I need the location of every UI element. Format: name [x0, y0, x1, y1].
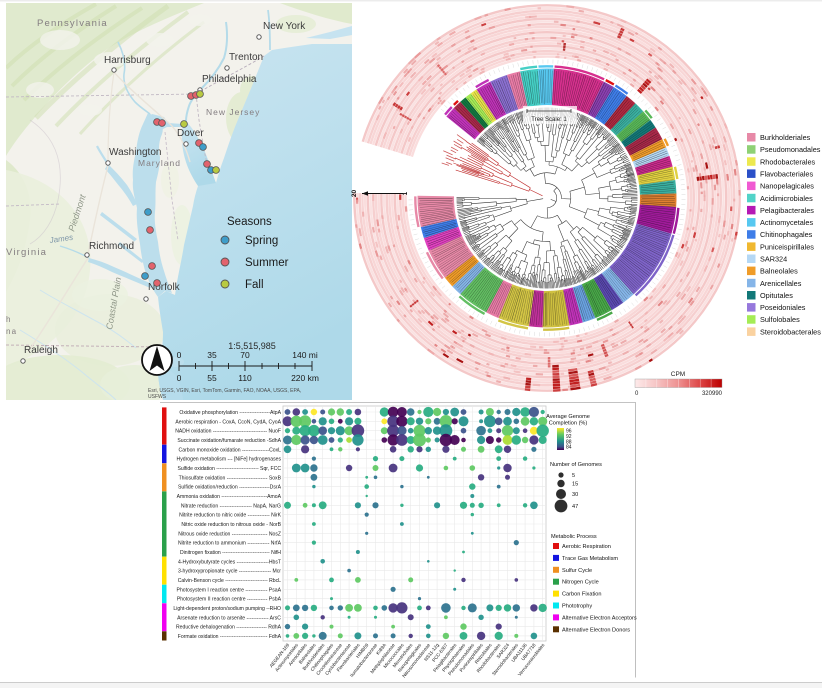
svg-text:70: 70 — [240, 350, 250, 360]
svg-text:NADH oxidation ---------------: NADH oxidation -------------------------… — [175, 429, 281, 435]
svg-text:Sulfur Cycle: Sulfur Cycle — [562, 568, 592, 574]
svg-text:CPM: CPM — [671, 371, 685, 378]
svg-text:Succinate oxidation/fumarate r: Succinate oxidation/fumarate reduction -… — [177, 438, 281, 444]
svg-text:Reductive dehalogenation -----: Reductive dehalogenation ---------------… — [176, 625, 282, 631]
svg-text:Dover: Dover — [177, 128, 204, 139]
svg-text:1:5,515,985: 1:5,515,985 — [228, 341, 276, 351]
svg-text:Philadelphia: Philadelphia — [202, 74, 257, 85]
svg-text:Sulfolobales: Sulfolobales — [760, 315, 800, 324]
svg-text:0: 0 — [177, 373, 182, 383]
svg-text:Aerobic respiration - CoxA, Cc: Aerobic respiration - CoxA, CcoN, CydA, … — [175, 419, 281, 425]
svg-text:Acidimicrobiales: Acidimicrobiales — [760, 194, 813, 203]
svg-text:Harrisburg: Harrisburg — [104, 55, 151, 66]
svg-text:USFWS: USFWS — [148, 394, 167, 400]
svg-text:Nitrite reduction to nitric ox: Nitrite reduction to nitric oxide ------… — [179, 513, 281, 519]
svg-text:Thiosulfate oxidation --------: Thiosulfate oxidation ------------------… — [179, 475, 282, 481]
svg-text:Trace Gas Metabolism: Trace Gas Metabolism — [562, 556, 618, 562]
svg-text:30: 30 — [572, 492, 578, 498]
svg-text:Burkholderiales: Burkholderiales — [760, 133, 811, 142]
svg-text:1: 1 — [402, 191, 409, 195]
svg-text:140 mi: 140 mi — [292, 350, 318, 360]
svg-text:Nanopelagicales: Nanopelagicales — [760, 182, 814, 191]
svg-text:na: na — [6, 327, 17, 336]
svg-text:Trenton: Trenton — [229, 52, 263, 63]
svg-text:Raleigh: Raleigh — [24, 345, 58, 356]
svg-text:Metabolic Process: Metabolic Process — [551, 534, 597, 540]
svg-text:Maryland: Maryland — [138, 158, 181, 168]
svg-text:Summer: Summer — [245, 257, 289, 269]
svg-text:Carbon Fixation: Carbon Fixation — [562, 592, 602, 598]
svg-text:Nitrous oxide reduction ------: Nitrous oxide reduction ----------------… — [178, 531, 281, 537]
svg-text:Photosystem I reaction centre: Photosystem I reaction centre ----------… — [177, 587, 282, 593]
svg-text:Arenicellales: Arenicellales — [760, 279, 802, 288]
svg-text:Ammonia oxidation ------------: Ammonia oxidation ----------------------… — [177, 494, 282, 500]
svg-text:Alternative Electron Donors: Alternative Electron Donors — [562, 627, 630, 633]
svg-text:Oxidative phosphorylation ----: Oxidative phosphorylation --------------… — [179, 410, 281, 416]
svg-text:Dinitrogen fixation ----------: Dinitrogen fixation --------------------… — [180, 550, 281, 556]
svg-text:Hydrogen metabolism --- [NiFe]: Hydrogen metabolism --- [NiFe] hydrogena… — [177, 457, 282, 463]
svg-text:Carbon monoxide oxidation ----: Carbon monoxide oxidation --------------… — [179, 447, 282, 453]
svg-text:Sulfide oxidation/reduction --: Sulfide oxidation/reduction ------------… — [178, 485, 282, 491]
svg-text:Norfolk: Norfolk — [148, 282, 181, 293]
svg-text:Number of Genomes: Number of Genomes — [550, 462, 602, 468]
svg-text:Arsenate reduction to arsenite: Arsenate reduction to arsenite ---------… — [177, 615, 281, 621]
svg-text:320990: 320990 — [702, 391, 723, 397]
svg-text:New Jersey: New Jersey — [206, 107, 260, 117]
svg-text:4-Hydroxybutyrate cycles -----: 4-Hydroxybutyrate cycles ---------------… — [178, 559, 281, 565]
svg-text:Virginia: Virginia — [6, 247, 47, 258]
svg-text:47: 47 — [572, 504, 578, 510]
svg-text:Nitrate reduction ------------: Nitrate reduction ------------------- Na… — [181, 503, 281, 509]
svg-text:220 km: 220 km — [291, 373, 319, 383]
svg-text:3-hydroxypropionate cycle ----: 3-hydroxypropionate cycle --------------… — [178, 569, 281, 575]
svg-text:Balneolales: Balneolales — [760, 267, 798, 276]
svg-text:Opitutales: Opitutales — [760, 291, 793, 300]
svg-text:Flavobacteriales: Flavobacteriales — [760, 169, 813, 178]
svg-text:5: 5 — [572, 473, 575, 479]
svg-text:Phototrophy: Phototrophy — [562, 604, 592, 610]
svg-text:Puniceispirillales: Puniceispirillales — [760, 242, 814, 251]
svg-text:Nitric oxide reduction to nitr: Nitric oxide reduction to nitrous oxide … — [181, 522, 281, 528]
svg-text:Steroidobacterales: Steroidobacterales — [760, 327, 821, 336]
svg-text:Esri, USGS, VGIN, Esri, TomTom: Esri, USGS, VGIN, Esri, TomTom, Garmin, … — [148, 388, 301, 394]
svg-text:h: h — [6, 315, 12, 324]
svg-text:Alternative Electron Acceptors: Alternative Electron Acceptors — [562, 615, 637, 621]
svg-text:0: 0 — [177, 350, 182, 360]
svg-text:110: 110 — [238, 373, 252, 383]
svg-text:Seasons: Seasons — [227, 216, 272, 228]
svg-text:15: 15 — [572, 482, 578, 488]
svg-text:Poseidoniales: Poseidoniales — [760, 303, 806, 312]
svg-text:Richmond: Richmond — [89, 241, 134, 252]
svg-text:Nitrogen Cycle: Nitrogen Cycle — [562, 580, 599, 586]
svg-text:84: 84 — [566, 445, 572, 451]
svg-text:Tree Scale: 1: Tree Scale: 1 — [531, 117, 567, 123]
svg-text:Formate oxidation ------------: Formate oxidation ----------------------… — [178, 634, 282, 640]
svg-text:55: 55 — [207, 373, 217, 383]
svg-text:Photosystem II reaction centre: Photosystem II reaction centre ---------… — [177, 597, 282, 603]
svg-text:Average Genome: Average Genome — [546, 414, 590, 420]
svg-text:Aerobic Respiration: Aerobic Respiration — [562, 544, 611, 550]
svg-text:Rhodobacterales: Rhodobacterales — [760, 157, 816, 166]
svg-text:Spring: Spring — [245, 235, 278, 247]
svg-text:Fall: Fall — [245, 279, 264, 291]
svg-text:35: 35 — [207, 350, 217, 360]
svg-text:New York: New York — [263, 21, 306, 32]
svg-text:20: 20 — [351, 190, 358, 198]
svg-text:Pelagibacterales: Pelagibacterales — [760, 206, 814, 215]
svg-text:Completion (%): Completion (%) — [549, 421, 588, 427]
svg-text:Actinomycetales: Actinomycetales — [760, 218, 813, 227]
svg-text:Pseudomonadales: Pseudomonadales — [760, 145, 821, 154]
svg-text:Washington: Washington — [109, 147, 161, 158]
svg-text:Sulfide oxidation ------------: Sulfide oxidation ----------------------… — [177, 466, 281, 472]
svg-text:Pennsylvania: Pennsylvania — [37, 18, 108, 29]
svg-text:Light-dependent proton/sodium: Light-dependent proton/sodium pumping --… — [173, 606, 281, 612]
svg-text:Chitinophagales: Chitinophagales — [760, 230, 813, 239]
svg-text:SAR324: SAR324 — [760, 255, 787, 264]
svg-text:Calvin-Benson cycle ----------: Calvin-Benson cycle --------------------… — [178, 578, 281, 584]
svg-text:Nitrite reduction to ammonium: Nitrite reduction to ammonium ----------… — [178, 541, 282, 547]
